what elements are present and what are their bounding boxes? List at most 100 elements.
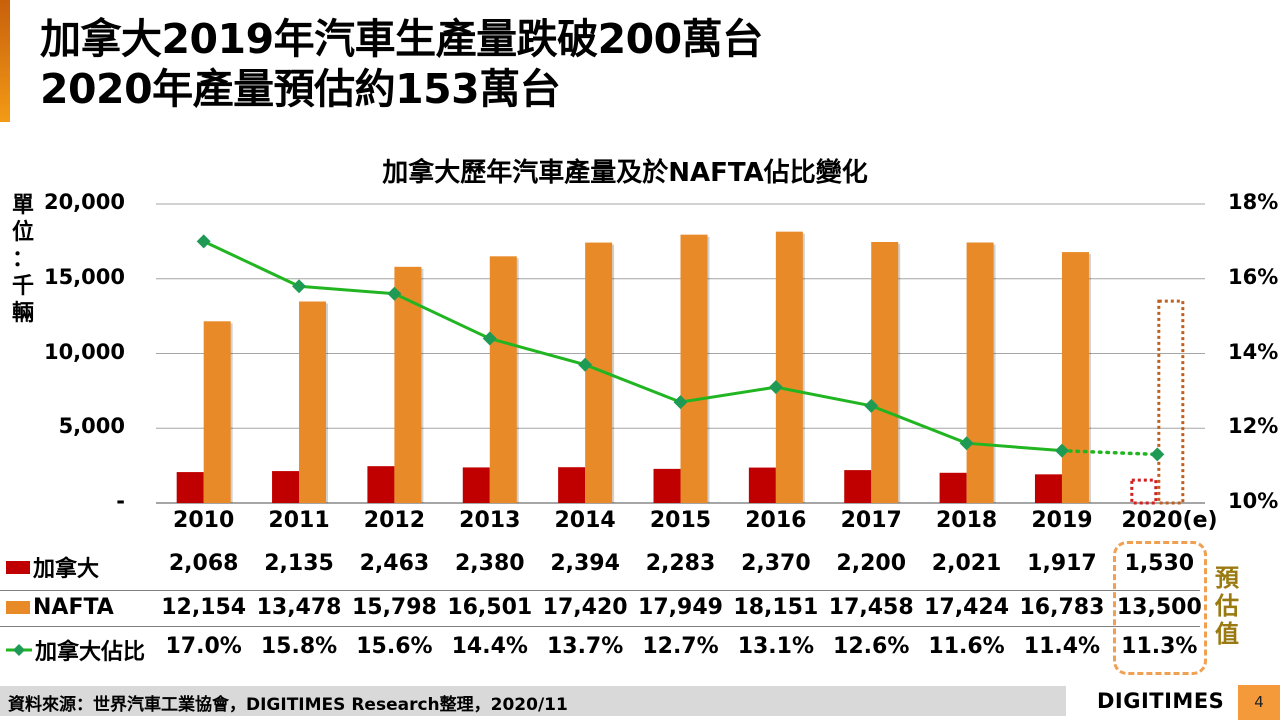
table-cell: 2,135 [264, 551, 334, 576]
bar-nafta [871, 242, 899, 503]
y-tick-label: - [116, 489, 125, 513]
estimate-highlight-box [1113, 541, 1207, 675]
legend-label: NAFTA [33, 595, 114, 620]
y2-tick-label: 18% [1228, 190, 1279, 214]
y2-tick-label: 10% [1228, 489, 1279, 513]
y2-tick-label: 14% [1228, 339, 1279, 364]
table-row: 加拿大佔比 17.0% 15.8% 15.6% 14.4% 13.7% 12.7% 13.1%… [0, 630, 1205, 666]
share-marker [482, 331, 497, 346]
bar-nafta-estimate [1157, 299, 1185, 505]
table-divider [0, 590, 1200, 591]
y-tick-label: 5,000 [58, 414, 125, 439]
table-cell: 15,798 [351, 595, 437, 620]
table-cell: 14.4% [451, 634, 528, 659]
slide-title: 加拿大2019年汽車生產量跌破200萬台 2020年產量預估約153萬台 [40, 14, 763, 114]
table-cell: 17,420 [542, 595, 628, 620]
share-marker [768, 380, 783, 395]
bar-nafta [775, 231, 803, 503]
table-row: NAFTA 12,154 13,478 15,798 16,501 17,420 17,94… [0, 591, 1205, 627]
bar-canada [653, 468, 681, 503]
table-cell: 18,151 [733, 595, 819, 620]
table-cell: 11.3% [1121, 634, 1198, 659]
x-tick-label: 2016 [745, 508, 807, 533]
table-cell: 12.6% [833, 634, 910, 659]
table-divider [0, 626, 1200, 627]
share-marker [673, 395, 688, 410]
x-tick-label: 2015 [649, 508, 712, 533]
y2-tick-label: 16% [1228, 264, 1279, 289]
table-cell: 2,463 [359, 551, 430, 576]
table-cell: 15.6% [356, 634, 433, 659]
bar-canada [367, 466, 395, 503]
table-row: 加拿大 2,068 2,135 2,463 2,380 2,394 2,283 2,370 2,… [0, 547, 1205, 583]
share-marker [292, 279, 307, 294]
table-cell: 15.8% [260, 634, 338, 659]
x-tick-label: 2017 [840, 508, 902, 533]
digitimes-logo: DIGITIMES [1097, 689, 1225, 713]
estimate-label: 預估值 [1215, 564, 1239, 648]
table-cell: 1,917 [1027, 551, 1097, 576]
chart-title: 加拿大歷年汽車產量及於NAFTA佔比變化 [382, 158, 868, 188]
y-axis-label: 單位：千輛 [11, 193, 34, 326]
table-cell: 13.1% [737, 634, 815, 659]
legend-item: NAFTA [6, 595, 114, 620]
bar-canada [176, 472, 204, 503]
table-cell: 2,021 [931, 551, 1002, 576]
bar-nafta [1061, 252, 1089, 503]
table-cell: 16,783 [1019, 595, 1105, 620]
table-cell: 11.4% [1023, 634, 1101, 659]
title-accent-bar [0, 0, 10, 122]
bar-canada [558, 467, 586, 503]
table-cell: 13,478 [256, 595, 342, 620]
source-footer: 資料來源：世界汽車工業協會，DIGITIMES Research整理，2020/… [0, 686, 1066, 716]
table-cell: 17,458 [828, 595, 914, 620]
slide-title-line1: 加拿大2019年汽車生產量跌破200萬台 [40, 15, 763, 63]
bar-nafta [203, 321, 231, 503]
table-cell: 13.7% [546, 634, 624, 659]
x-tick-label: 2018 [935, 508, 998, 533]
table-cell: 2,380 [454, 551, 525, 576]
bar-nafta [489, 256, 517, 503]
legend-item: 加拿大佔比 [6, 634, 145, 666]
x-tick-label: 2012 [363, 508, 426, 533]
table-cell: 17,424 [924, 595, 1010, 620]
x-tick-label: 2010 [173, 508, 235, 533]
share-marker [196, 234, 211, 249]
bar-canada-estimate [1130, 478, 1158, 505]
x-tick-label: 2020(e) [1121, 508, 1218, 533]
bar-canada [1034, 474, 1062, 503]
table-cell: 2,394 [550, 551, 620, 576]
y-tick-label: 10,000 [43, 339, 125, 364]
table-cell: 17.0% [165, 634, 242, 659]
table-cell: 2,200 [836, 551, 907, 576]
bar-nafta [299, 301, 327, 503]
slide-title-line2: 2020年產量預估約153萬台 [40, 65, 561, 113]
bar-canada [939, 472, 967, 503]
share-marker [387, 286, 402, 301]
table-cell: 17,949 [638, 595, 723, 620]
legend-swatch-canada [6, 560, 30, 574]
source-text: 資料來源：世界汽車工業協會，DIGITIMES Research整理，2020/… [8, 695, 568, 715]
table-cell: 2,283 [645, 551, 716, 576]
share-marker [578, 357, 593, 372]
table-cell: 11.6% [928, 634, 1005, 659]
bar-canada [748, 467, 776, 503]
bar-canada [844, 470, 872, 503]
legend-swatch-nafta [6, 601, 30, 614]
share-marker [864, 398, 879, 413]
share-line [203, 240, 1063, 453]
share-marker [959, 436, 974, 451]
share-marker [1150, 447, 1165, 462]
bar-canada [462, 467, 490, 503]
bar-nafta [394, 266, 422, 503]
y-tick-label: 15,000 [43, 264, 125, 289]
y2-tick-label: 12% [1228, 414, 1279, 439]
share-marker [1054, 443, 1069, 458]
table-cell: 1,530 [1124, 551, 1195, 576]
table-cell: 2,370 [741, 551, 811, 576]
share-line-estimate [1060, 448, 1160, 457]
table-cell: 2,068 [168, 551, 239, 576]
table-cell: 16,501 [447, 595, 533, 620]
legend-swatch-share [6, 644, 32, 656]
y-tick-label: 20,000 [43, 190, 125, 214]
